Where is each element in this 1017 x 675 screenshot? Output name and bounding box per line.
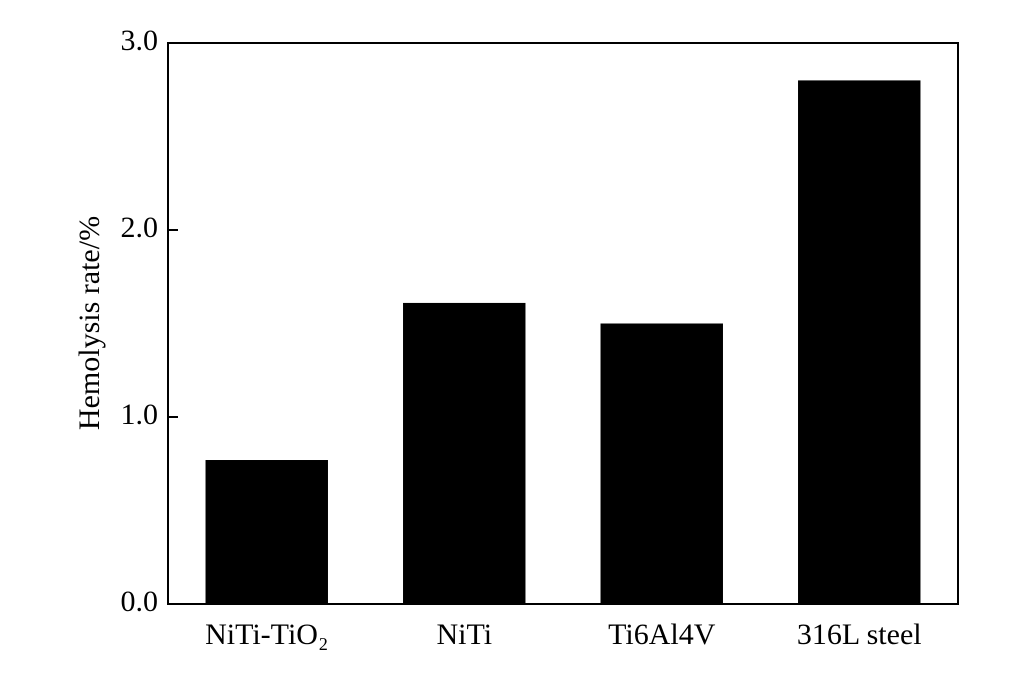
bar [600,323,723,604]
x-tick-label: 316L steel [797,618,922,651]
x-tick-label: NiTi-TiO₂ [205,618,328,651]
y-tick-label: 3.0 [121,24,159,57]
x-tick-label: NiTi [436,618,492,651]
bar [403,302,526,604]
y-tick-label: 0.0 [121,585,159,618]
bar [205,460,328,604]
y-axis-label: Hemolysis rate/% [73,216,106,430]
bar [798,80,921,604]
x-tick-label: Ti6Al4V [608,618,716,651]
plot-frame [167,42,959,605]
y-tick-label: 2.0 [121,211,159,244]
y-tick-label: 1.0 [121,398,159,431]
